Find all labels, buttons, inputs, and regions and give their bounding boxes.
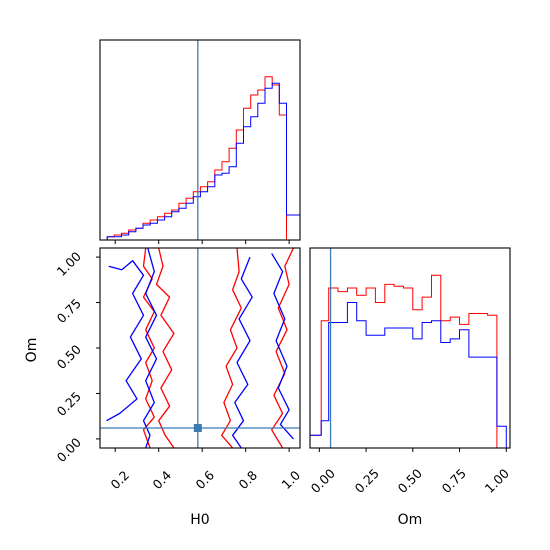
- contour-line: [142, 248, 158, 448]
- contour-ytick-label: 1.00: [54, 249, 84, 279]
- om-xtick-label: 0.50: [395, 466, 425, 496]
- om-xtick-label: 0.00: [308, 466, 338, 496]
- histogram-series: [309, 302, 507, 448]
- om-xtick-label: 0.75: [439, 466, 469, 496]
- contour-ytick-label: 0.75: [54, 296, 84, 326]
- contour-line: [221, 248, 242, 448]
- contour-xtick-label: 0.6: [192, 467, 217, 492]
- h0-axis-label: H0: [190, 512, 209, 528]
- contour-xtick-label: 0.4: [149, 467, 174, 492]
- histogram-series: [309, 274, 507, 449]
- om-marginal-panel: [309, 247, 511, 452]
- contour-line: [142, 248, 155, 448]
- histogram-series: [100, 76, 300, 241]
- histogram-series: [100, 82, 301, 241]
- om-y-axis-label: Om: [24, 338, 40, 363]
- contour-ytick-label: 0.00: [54, 435, 84, 465]
- contour-line: [271, 248, 295, 448]
- contour-line: [155, 248, 175, 448]
- contour-line: [271, 253, 294, 440]
- om-xtick-label: 1.00: [482, 466, 512, 496]
- contour-xtick-label: 0.2: [107, 467, 132, 492]
- contour-xtick-label: 1.0: [278, 467, 303, 492]
- panel-frame: [99, 39, 301, 241]
- h0-marginal-panel: [99, 39, 301, 244]
- panel-frame: [309, 247, 511, 449]
- contour-ytick-label: 0.25: [54, 389, 84, 419]
- contour-area: [106, 248, 295, 448]
- panel-frame: [99, 247, 301, 449]
- om-x-axis-label: Om: [398, 512, 423, 528]
- contour-xtick-label: 0.8: [235, 467, 260, 492]
- h0-om-contour-panel: [96, 247, 301, 452]
- contour-line: [231, 256, 253, 448]
- contour-ytick-label: 0.50: [54, 342, 84, 372]
- contour-line: [106, 260, 145, 422]
- truth-point: [193, 424, 202, 432]
- om-xtick-label: 0.25: [352, 466, 382, 496]
